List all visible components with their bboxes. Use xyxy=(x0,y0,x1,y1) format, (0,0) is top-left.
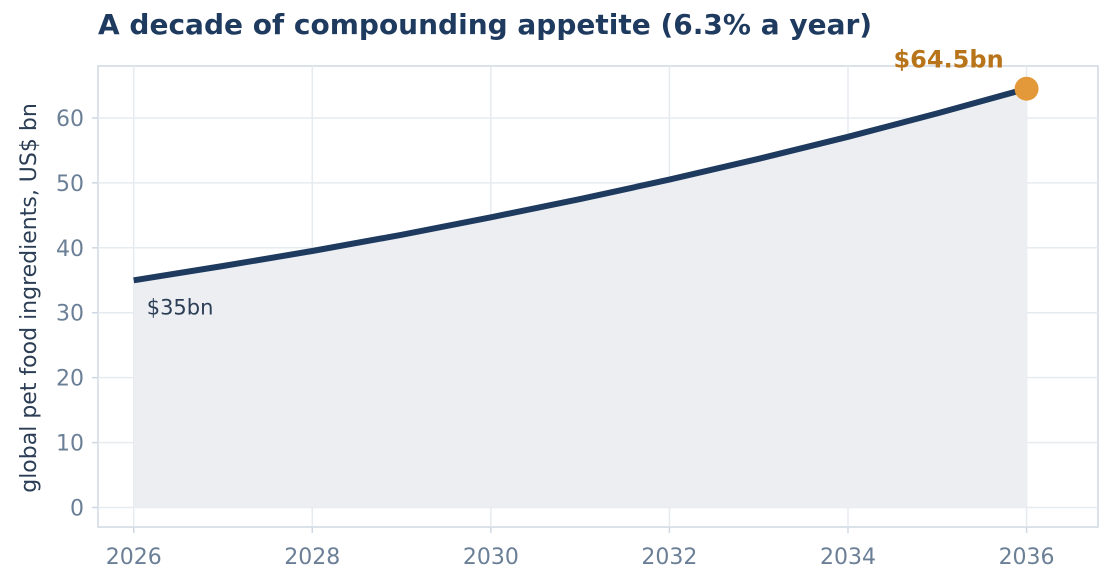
y-axis-title: global pet food ingredients, US$ bn xyxy=(17,103,42,493)
y-tick-label: 60 xyxy=(56,107,84,132)
y-axis-ticks: 0 10 20 30 40 50 60 xyxy=(56,107,98,522)
x-tick-label: 2034 xyxy=(820,545,876,570)
y-tick-label: 50 xyxy=(56,172,84,197)
x-tick-label: 2032 xyxy=(641,545,697,570)
y-tick-label: 40 xyxy=(56,237,84,262)
y-tick-label: 10 xyxy=(56,432,84,457)
start-value-label: $35bn xyxy=(147,295,214,319)
x-tick-label: 2030 xyxy=(463,545,519,570)
chart-title: A decade of compounding appetite (6.3% a… xyxy=(98,8,873,41)
end-point-marker xyxy=(1014,76,1039,101)
y-tick-label: 30 xyxy=(56,302,84,327)
end-value-label: $64.5bn xyxy=(893,46,1003,74)
y-tick-label: 0 xyxy=(70,497,84,522)
area-fill xyxy=(133,88,1027,508)
x-axis-ticks: 2026 2028 2030 2032 2034 2036 xyxy=(106,527,1055,570)
x-tick-label: 2028 xyxy=(284,545,340,570)
x-tick-label: 2036 xyxy=(999,545,1055,570)
series-line xyxy=(133,85,1028,284)
x-tick-label: 2026 xyxy=(106,545,162,570)
y-tick-label: 20 xyxy=(56,367,84,392)
